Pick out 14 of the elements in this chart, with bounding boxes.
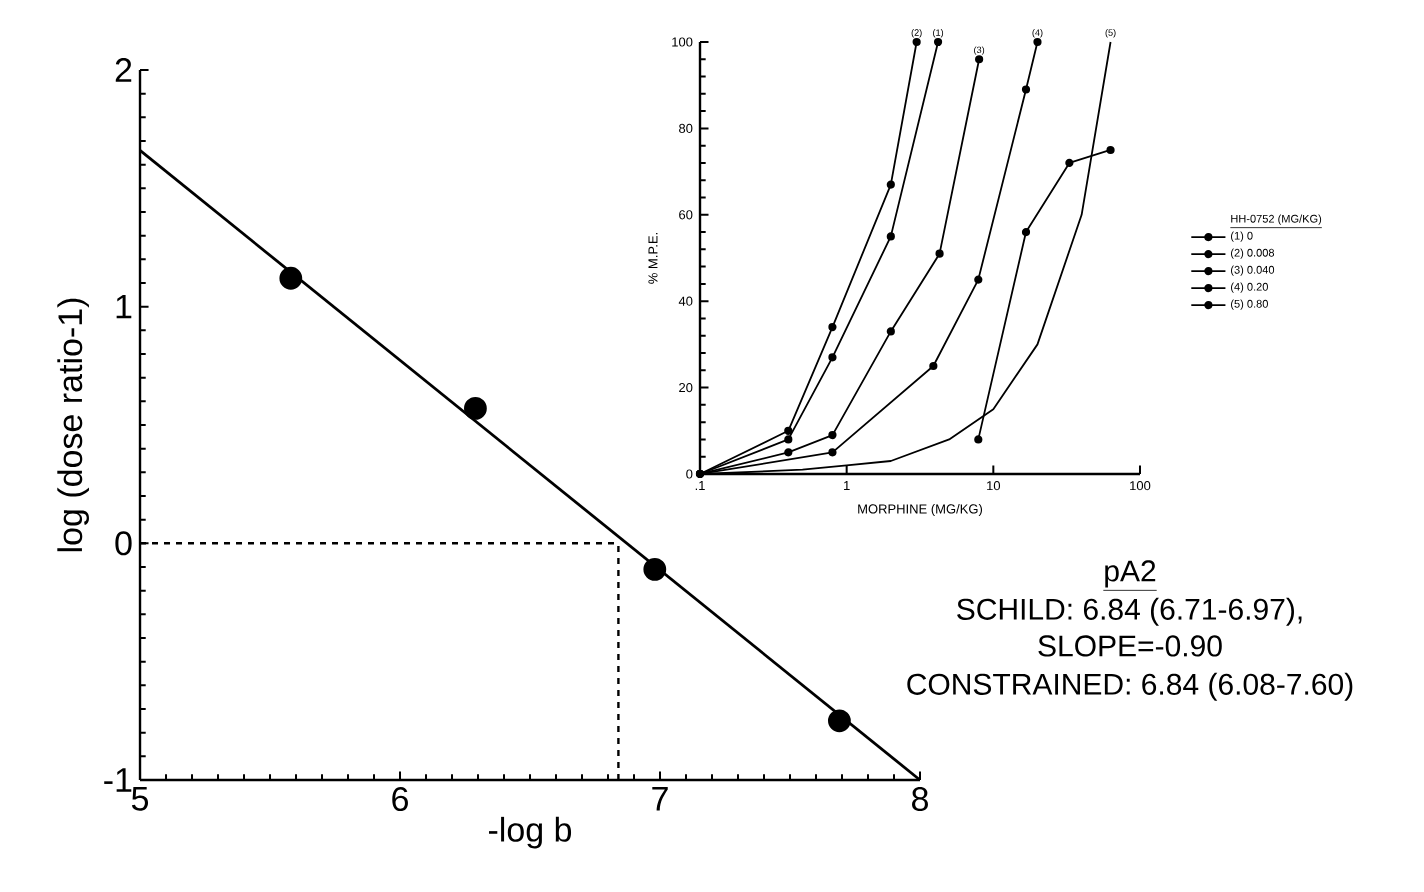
text: SCHILD: 6.84 (6.71-6.97),	[957, 597, 1302, 626]
y-tick-label: -1	[104, 768, 132, 792]
y-tick-label: 1	[116, 294, 132, 319]
annotation: CONSTRAINED: 6.84 (6.08-7.60)	[907, 672, 1353, 701]
x-axis-title: -log b	[488, 816, 572, 849]
x-tick-label: 8	[912, 787, 928, 812]
y-tick-label: 2	[115, 58, 132, 82]
x-tick-label: 6	[392, 787, 408, 812]
x-tick-label: 7	[652, 787, 668, 811]
text: SLOPE=-0.90	[1038, 635, 1222, 657]
y-tick-label: 0	[115, 531, 132, 556]
y-axis-title: log (dose ratio-1)	[57, 298, 89, 552]
x-tick-label: 5	[131, 787, 149, 811]
text: pA2	[1105, 560, 1156, 588]
